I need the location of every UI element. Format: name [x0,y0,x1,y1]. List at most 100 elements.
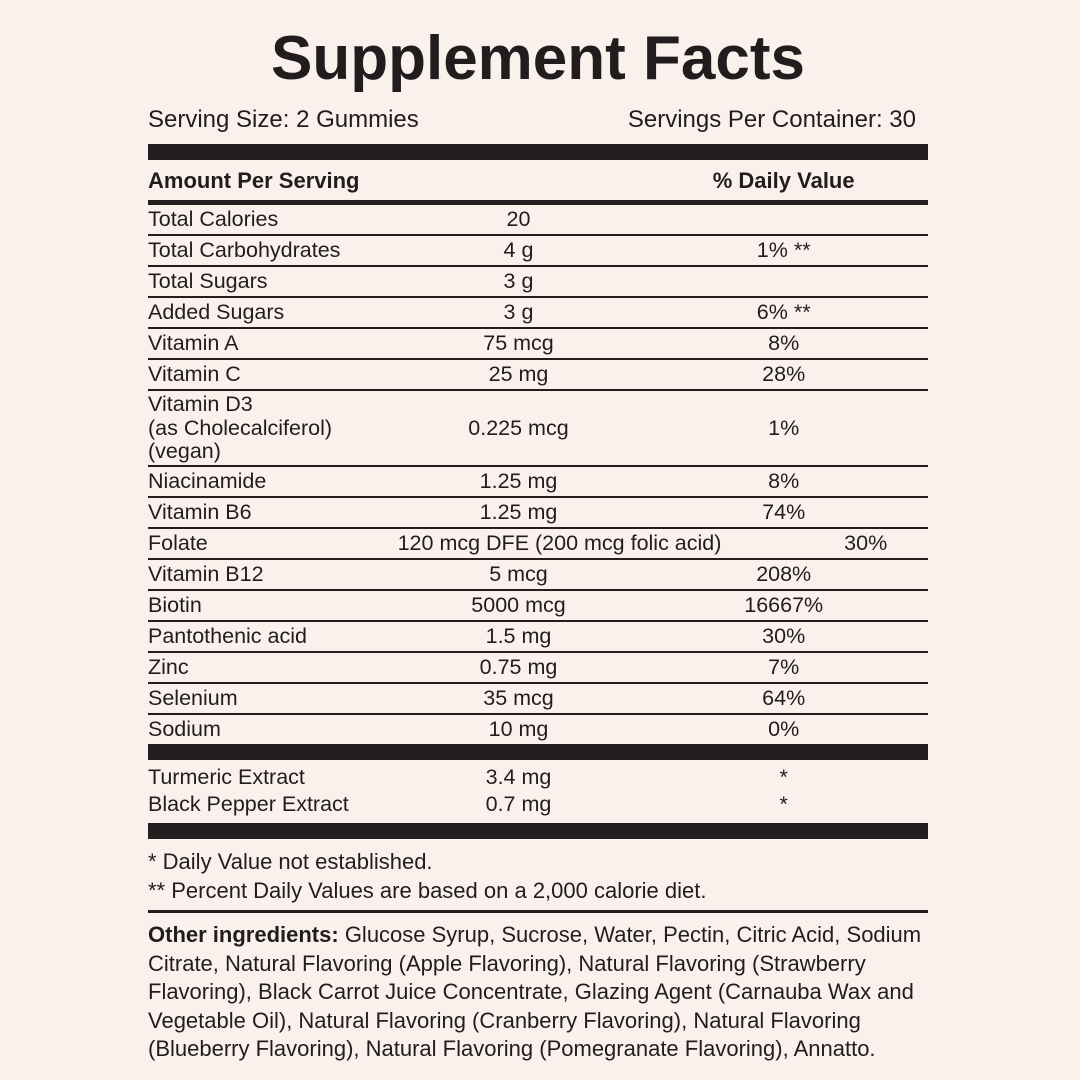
nutrient-name-cell: Turmeric Extract [148,764,398,791]
nutrient-daily-value-cell: 28% [762,362,806,387]
nutrient-name-cell: Biotin [148,592,398,619]
nutrient-name: Black Pepper Extract [148,792,349,817]
nutrient-name: Total Calories [148,207,279,232]
nutrient-amount-cell: 3.4 mg [398,765,640,789]
nutrient-amount: 4 g [503,238,534,263]
nutrient-amount: 0.7 mg [485,792,552,817]
nutrient-daily-value-cell: 208% [756,561,812,586]
nutrient-name-cell: Niacinamide [148,468,398,495]
nutrient-daily-value-cell: 1% [768,415,800,440]
nutrient-daily-value-cell: 7% [768,654,800,679]
nutrient-name: Biotin [148,592,202,617]
nutrient-amount: 25 mg [488,362,549,387]
nutrient-amount: 20 [506,207,531,232]
nutrient-amount-cell: 0.75 mg [398,654,640,679]
nutrient-name: Total Sugars [148,269,268,294]
nutrient-daily-value-cell: * [779,765,788,790]
nutrient-daily-value-cell: 0% [768,716,800,741]
nutrient-name: Vitamin D3 [148,392,253,417]
nutrient-daily-value-cell: 8% [768,468,800,493]
nutrient-name-cell: Vitamin B12 [148,561,398,588]
nutrient-name-cell: Selenium [148,685,398,712]
nutrient-amount: 5 mcg [489,561,548,586]
table-row: Biotin 5000 mcg 16667% [148,591,928,623]
nutrient-amount: 10 mg [488,716,549,741]
footnote-percent-daily-values: ** Percent Daily Values are based on a 2… [148,878,707,904]
nutrient-name-cell: Vitamin D3 (as Cholecalciferol) (vegan) [148,391,398,465]
table-row: Sodium 10 mg 0% [148,715,928,744]
nutrient-daily-value-cell: 74% [762,499,806,524]
nutrient-name-note: (as Cholecalciferol) (vegan) [148,415,333,463]
table-row: Total Calories 20 [148,205,928,237]
divider-bar-thick-bottom [148,823,928,840]
nutrient-daily-value-cell: 30% [844,530,888,555]
nutrient-name: Zinc [148,654,189,679]
other-ingredients: Other ingredients: Glucose Syrup, Sucros… [148,921,928,1064]
serving-size-text: Serving Size: 2 Gummies [148,106,419,133]
table-row: Added Sugars 3 g 6% ** [148,298,928,330]
botanical-table: Turmeric Extract 3.4 mg * Black Pepper E… [148,760,928,823]
nutrient-amount-cell: 3 g [398,301,640,324]
nutrient-name-cell: Zinc [148,654,398,681]
nutrient-name-cell: Vitamin C [148,361,398,388]
other-ingredients-text: Glucose Syrup, Sucrose, Water, Pectin, C… [148,922,922,1062]
nutrient-amount: 5000 mcg [471,592,566,617]
nutrient-amount-cell: 1.25 mg [398,468,640,493]
nutrient-name-cell: Sodium [148,716,398,743]
nutrient-amount: 120 mcg DFE (200 mcg folic acid) [397,530,722,555]
nutrient-amount-cell: 35 mcg [398,685,640,710]
nutrient-amount-cell: 20 [398,208,640,231]
nutrient-name: Selenium [148,685,238,710]
servings-per-container-text: Servings Per Container: 30 [627,106,916,133]
nutrient-name-cell: Added Sugars [148,299,398,326]
table-row: Niacinamide 1.25 mg 8% [148,467,928,499]
column-header-amount-per-serving: Amount Per Serving [148,168,360,194]
table-row: Folate 120 mcg DFE (200 mcg folic acid) … [148,529,928,561]
footnotes: * Daily Value not established. ** Percen… [148,847,928,914]
nutrient-amount-cell: 0.225 mcg [398,415,640,440]
nutrient-amount-cell: 10 mg [398,716,640,741]
nutrient-amount-cell: 120 mcg DFE (200 mcg folic acid) [397,530,722,555]
table-row: Black Pepper Extract 0.7 mg * [148,791,928,818]
table-row: Total Sugars 3 g [148,267,928,299]
nutrient-name: Folate [148,530,208,555]
nutrient-amount: 1.25 mg [479,468,558,493]
nutrient-name-cell: Pantothenic acid [148,623,398,650]
nutrient-amount: 75 mcg [483,331,554,356]
nutrient-name-cell: Folate [148,530,398,557]
nutrient-amount: 35 mcg [483,685,554,710]
nutrient-name-cell: Total Calories [148,206,398,233]
nutrient-daily-value-cell: 6% ** [756,300,811,325]
serving-info-row: Serving Size: 2 Gummies Servings Per Con… [148,106,928,133]
nutrient-daily-value-cell: 30% [762,623,806,648]
table-row: Vitamin A 75 mcg 8% [148,329,928,361]
nutrient-amount-cell: 3 g [398,270,640,293]
nutrient-amount-cell: 25 mg [398,363,640,386]
nutrient-name: Turmeric Extract [148,765,305,790]
page-title: Supplement Facts [271,24,805,93]
nutrient-daily-value-cell: 1% ** [756,238,811,263]
table-row: Total Carbohydrates 4 g 1% ** [148,236,928,268]
nutrient-name: Vitamin C [148,362,241,387]
table-row: Vitamin B6 1.25 mg 74% [148,498,928,530]
table-header-row: Amount Per Serving % Daily Value [148,160,928,206]
nutrient-amount: 0.75 mg [479,654,558,679]
nutrient-amount-cell: 1.5 mg [398,623,640,648]
nutrient-name-cell: Vitamin B6 [148,499,398,526]
nutrient-amount: 1.25 mg [479,499,558,524]
nutrient-amount: 0.225 mcg [468,415,569,440]
nutrient-amount-cell: 1.25 mg [398,499,640,524]
nutrient-daily-value-cell: * [779,792,788,817]
column-header-daily-value: % Daily Value [712,168,855,194]
nutrient-amount: 1.5 mg [485,623,552,648]
table-row: Zinc 0.75 mg 7% [148,653,928,685]
table-row: Pantothenic acid 1.5 mg 30% [148,622,928,654]
nutrient-daily-value-cell: 16667% [744,592,824,617]
nutrient-name: Pantothenic acid [148,623,307,648]
nutrient-name: Total Carbohydrates [148,238,341,263]
nutrient-amount-cell: 0.7 mg [398,793,640,816]
footnote-daily-value-not-established: * Daily Value not established. [148,849,433,875]
nutrient-name: Vitamin B6 [148,499,252,524]
nutrient-amount: 3 g [503,300,534,325]
nutrient-name: Sodium [148,716,221,741]
